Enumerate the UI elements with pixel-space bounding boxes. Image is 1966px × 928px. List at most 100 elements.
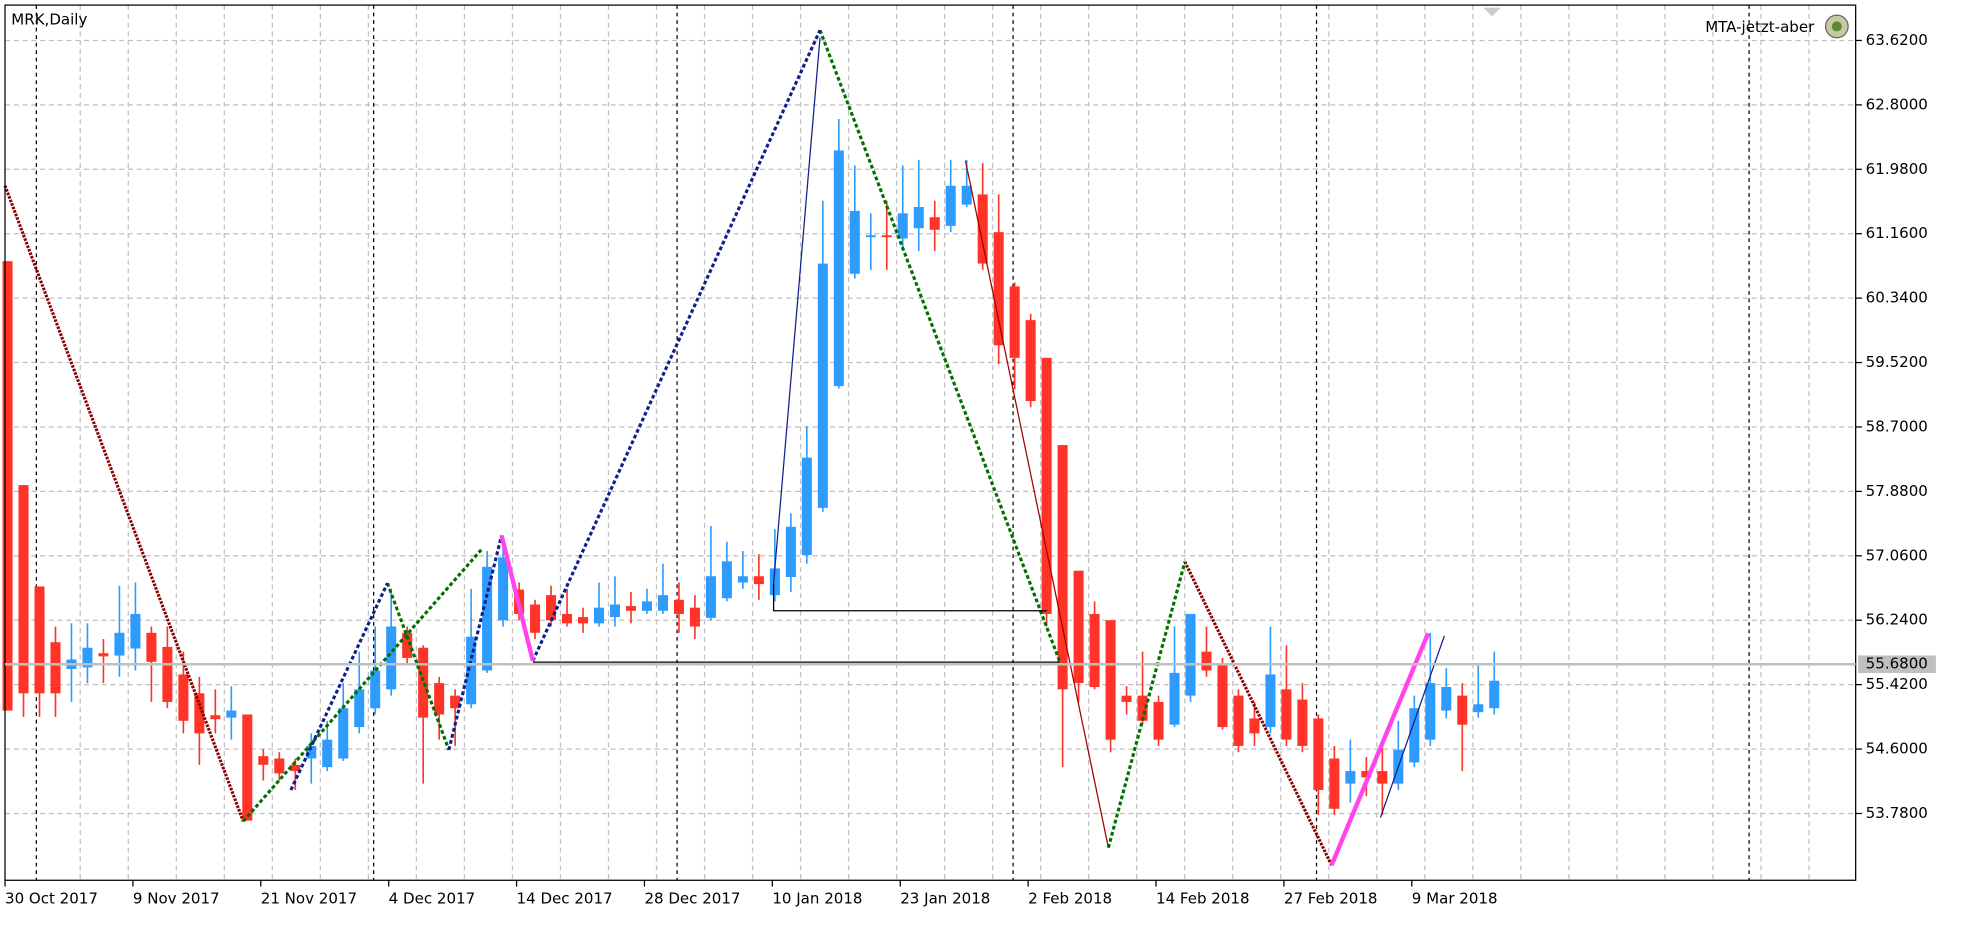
candle-body <box>98 653 109 657</box>
candle-body <box>1345 771 1356 784</box>
candle-body <box>1249 718 1260 734</box>
candle-body <box>1329 758 1340 809</box>
candle-body <box>673 599 684 614</box>
candle-body <box>945 185 956 226</box>
candle-body <box>689 607 700 627</box>
zigzag-down <box>3 185 245 822</box>
candle-body <box>2 261 13 711</box>
candle-body <box>1089 613 1100 688</box>
x-tick-label: 23 Jan 2018 <box>900 890 990 908</box>
y-tick-label: 53.7800 <box>1866 804 1928 822</box>
candle-body <box>450 695 461 709</box>
candle-body <box>530 604 541 633</box>
y-tick-label: 59.5200 <box>1866 353 1928 371</box>
candle-body <box>1265 674 1276 728</box>
candle-body <box>50 642 61 694</box>
y-tick-label: 54.6000 <box>1866 740 1928 758</box>
candle-body <box>849 210 860 274</box>
candle-body <box>641 601 652 611</box>
x-tick-label: 28 Dec 2017 <box>644 890 740 908</box>
y-tick-label: 61.1600 <box>1866 224 1928 242</box>
candle-body <box>354 689 365 728</box>
candle-body <box>1169 672 1180 725</box>
candle-body <box>1377 771 1388 784</box>
zigzag-up <box>1106 561 1187 849</box>
zigzag-up <box>242 546 484 823</box>
candle-body <box>306 745 317 759</box>
candle-body <box>1201 651 1212 671</box>
candle-body <box>178 674 189 721</box>
swing-line <box>1329 632 1431 867</box>
candle-body <box>881 235 892 238</box>
candle-body <box>402 632 413 658</box>
x-tick-label: 4 Dec 2017 <box>389 890 475 908</box>
candle-body <box>258 756 269 765</box>
zigzag-down <box>385 582 451 751</box>
candle-body <box>194 693 205 734</box>
indicator-label: MTA-jetzt-aber <box>1705 18 1815 36</box>
candle-body <box>578 617 589 624</box>
current-price-box <box>1858 655 1936 674</box>
candle-body <box>1217 664 1228 728</box>
y-tick-label: 55.4200 <box>1866 675 1928 693</box>
y-tick-label: 61.9800 <box>1866 160 1928 178</box>
trend-line <box>1379 635 1445 818</box>
period-separators <box>35 5 1750 881</box>
candle-body <box>114 632 125 656</box>
candle-body <box>34 586 45 694</box>
candle-body <box>482 566 493 671</box>
candle-body <box>162 646 173 702</box>
candle-body <box>466 636 477 705</box>
candle-body <box>801 457 812 556</box>
candle-body <box>290 764 301 772</box>
candle-body <box>977 194 988 264</box>
candle-body <box>594 607 605 624</box>
candle-body <box>1281 689 1292 740</box>
candle-body <box>1425 683 1436 740</box>
x-tick-label: 14 Dec 2017 <box>517 890 613 908</box>
shift-marker <box>1483 7 1501 17</box>
candles <box>2 119 1500 821</box>
candle-body <box>1297 699 1308 746</box>
candle-body <box>1185 613 1196 696</box>
indicator-icon <box>1824 14 1849 39</box>
y-tick-label: 58.7000 <box>1866 417 1928 435</box>
y-tick-label: 57.8800 <box>1866 482 1928 500</box>
candle-body <box>1313 718 1324 790</box>
x-tick-label: 9 Nov 2017 <box>133 890 220 908</box>
candle-body <box>961 185 972 205</box>
candle-body <box>833 150 844 387</box>
candle-body <box>1153 701 1164 740</box>
candle-body <box>753 576 764 585</box>
icon-center <box>1831 21 1842 32</box>
candle-body <box>1473 704 1484 713</box>
candle-body <box>817 263 828 508</box>
zigzag-up <box>447 535 504 751</box>
candle-body <box>993 232 1004 346</box>
candle-body <box>1489 680 1500 709</box>
level-line <box>772 583 1047 612</box>
candle-body <box>370 670 381 709</box>
candle-body <box>434 683 445 715</box>
x-tick-label: 14 Feb 2018 <box>1156 890 1250 908</box>
candle-body <box>913 207 924 229</box>
candle-body <box>737 576 748 583</box>
candle-body <box>1137 695 1148 721</box>
candle-body <box>1041 357 1052 614</box>
candle-body <box>226 710 237 718</box>
trend-line <box>772 37 821 584</box>
candle-body <box>1105 620 1116 740</box>
candle-body <box>1361 771 1372 778</box>
candle-body <box>338 708 349 759</box>
x-tick-label: 10 Jan 2018 <box>772 890 862 908</box>
candle-body <box>146 632 157 662</box>
zigzag-down <box>1183 561 1333 866</box>
candle-body <box>785 526 796 578</box>
y-tick-label: 60.3400 <box>1866 289 1928 307</box>
x-tick-label: 30 Oct 2017 <box>5 890 98 908</box>
x-tick-label: 21 Nov 2017 <box>261 890 357 908</box>
zigzag-overlay <box>3 29 1445 867</box>
